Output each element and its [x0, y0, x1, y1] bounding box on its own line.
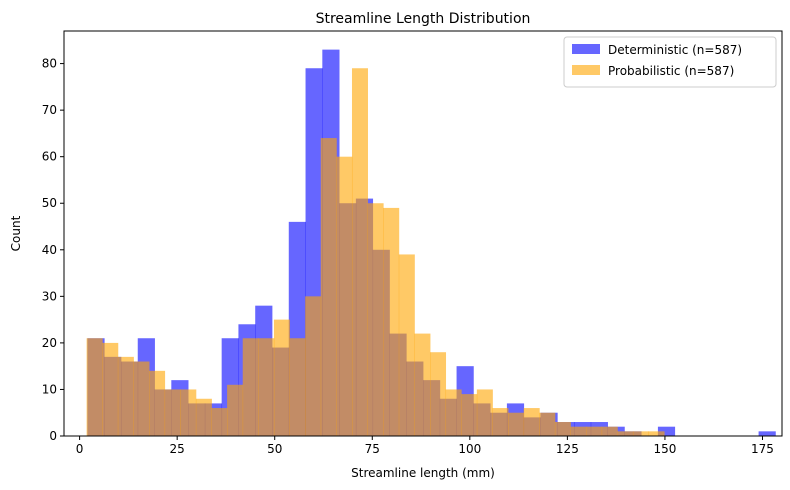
plot-frame [63, 30, 783, 437]
histogram-bar-series-2 [227, 384, 244, 436]
histogram-bar-series-1 [657, 426, 676, 436]
x-tick-label: 175 [751, 442, 774, 456]
x-tick-label: 125 [556, 442, 579, 456]
x-tick-label: 150 [653, 442, 676, 456]
histogram-bar-series-2 [492, 408, 509, 436]
legend-label-series-1: Deterministic (n=587) [608, 43, 742, 57]
x-tick-label: 75 [365, 442, 380, 456]
legend-swatch-series-2 [572, 65, 600, 75]
x-axis: 0 25 50 75 100 125 150 175 [76, 436, 774, 456]
histogram-bar-series-2 [149, 370, 166, 436]
y-tick-label: 70 [42, 103, 57, 117]
histogram-bar-series-2 [632, 431, 649, 436]
x-tick-label: 100 [458, 442, 481, 456]
chart-title: Streamline Length Distribution [316, 11, 531, 27]
histogram-bar-series-2 [648, 431, 665, 436]
histogram-bar-series-2 [586, 426, 603, 436]
histogram-bar-series-2 [133, 361, 150, 436]
histogram-bar-series-2 [102, 342, 119, 436]
histogram-bar-series-2 [617, 431, 634, 436]
y-tick-label: 60 [42, 150, 57, 164]
legend-label-series-2: Probabilistic (n=587) [608, 64, 734, 78]
histogram-bar-series-2 [258, 338, 275, 436]
histogram-bar-series-2 [351, 68, 368, 437]
y-axis: 0 10 20 30 40 50 60 70 80 [42, 57, 64, 443]
histogram-bar-series-2 [367, 203, 384, 436]
y-tick-label: 10 [42, 382, 57, 396]
histogram-bar-series-2 [164, 389, 181, 436]
histogram-bar-series-2 [383, 207, 400, 436]
histogram-bar-series-2 [305, 296, 322, 436]
histogram-bar-series-2 [430, 352, 447, 436]
bars-layer [86, 49, 776, 437]
x-tick-label: 50 [267, 442, 282, 456]
histogram-bar-series-2 [242, 338, 259, 436]
histogram-bar-series-2 [508, 412, 525, 436]
histogram-bar-series-2 [445, 389, 462, 436]
y-tick-label: 20 [42, 336, 57, 350]
legend-swatch-series-1 [572, 44, 600, 54]
histogram-bar-series-2 [320, 138, 337, 436]
histogram-bar-series-2 [289, 338, 306, 436]
y-tick-label: 80 [42, 57, 57, 71]
x-tick-label: 0 [76, 442, 84, 456]
histogram-bar-series-2 [539, 412, 556, 436]
histogram-bar-series-2 [117, 356, 134, 436]
y-axis-title: Count [9, 215, 23, 251]
legend: Deterministic (n=587) Probabilistic (n=58… [563, 36, 777, 88]
histogram-bar-series-2 [195, 398, 212, 436]
histogram-bar-series-2 [554, 422, 571, 436]
histogram-bar-series-2 [601, 426, 618, 436]
histogram-bar-series-1 [758, 431, 776, 436]
y-tick-label: 40 [42, 243, 57, 257]
histogram-bar-series-2 [86, 338, 103, 436]
histogram-bar-series-2 [180, 389, 197, 436]
histogram-bar-series-2 [461, 394, 478, 436]
histogram-bar-series-2 [414, 333, 431, 436]
histogram-bar-series-2 [336, 156, 353, 436]
legend-box [563, 36, 777, 88]
y-tick-label: 0 [49, 429, 57, 443]
x-axis-title: Streamline length (mm) [351, 466, 495, 480]
histogram-bar-series-2 [211, 408, 228, 436]
y-tick-label: 30 [42, 289, 57, 303]
y-tick-label: 50 [42, 196, 57, 210]
histogram-bar-series-2 [273, 319, 290, 436]
histogram-bar-series-2 [570, 426, 587, 436]
histogram-bar-series-2 [398, 254, 415, 436]
x-tick-label: 25 [170, 442, 185, 456]
histogram-bar-series-2 [476, 389, 493, 436]
histogram-bar-series-2 [523, 408, 540, 436]
